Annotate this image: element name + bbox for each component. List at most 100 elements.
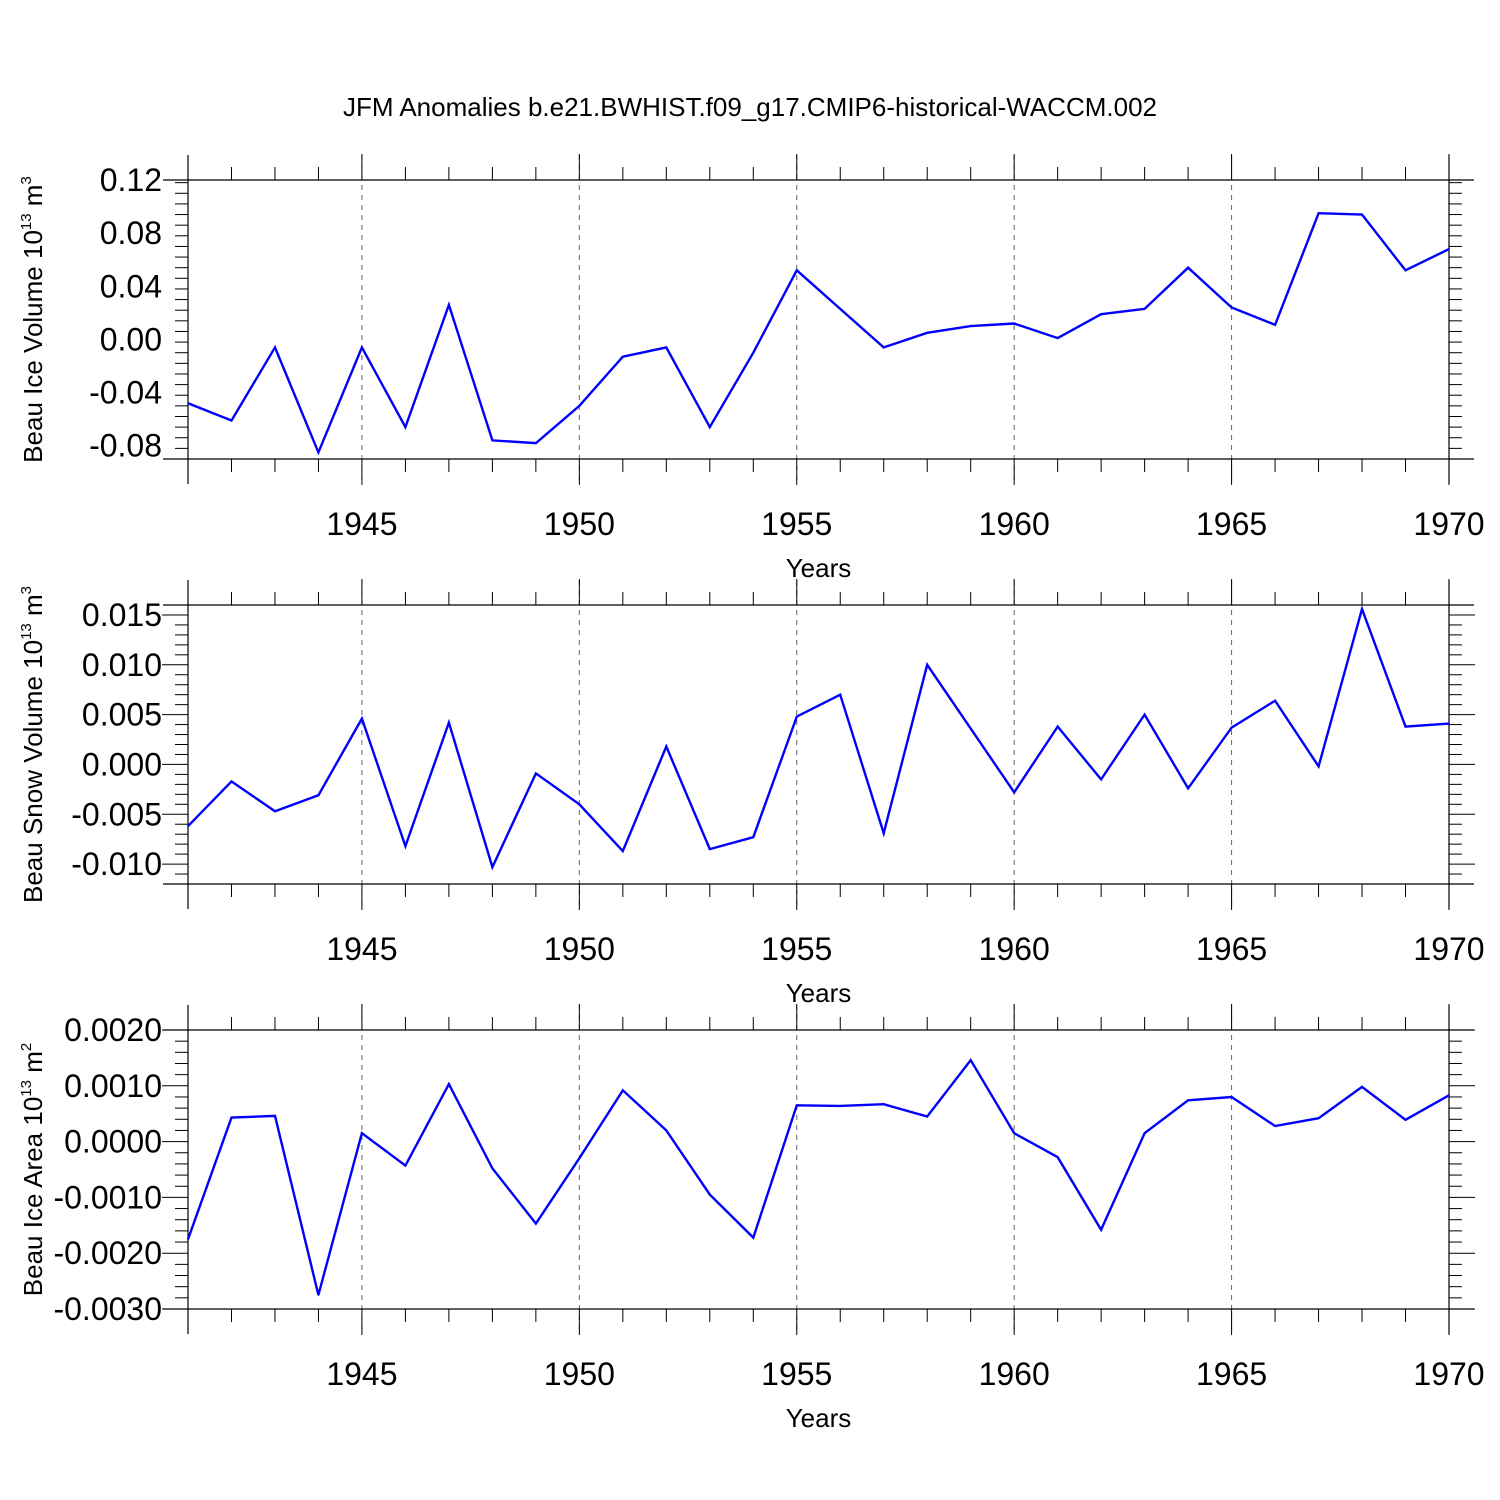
x-tick-label: 1945: [326, 931, 397, 967]
data-point: [752, 351, 755, 354]
y-tick-label: -0.0030: [53, 1291, 162, 1327]
data-point: [665, 745, 668, 748]
data-point: [1361, 1086, 1363, 1088]
y-tick-label: 0.005: [82, 697, 162, 733]
data-point: [665, 1129, 668, 1132]
data-point: [361, 346, 363, 349]
y-tick-label: 0.015: [82, 597, 162, 633]
data-point: [361, 717, 363, 720]
data-series-line: [186, 1057, 1450, 1296]
x-tick-label: 1970: [1413, 931, 1484, 967]
data-point: [448, 1083, 450, 1085]
data-point: [230, 780, 233, 783]
x-tick-label: 1965: [1196, 506, 1267, 542]
x-tick-label: 1945: [326, 1356, 397, 1392]
x-tick-label: 1950: [544, 506, 615, 542]
data-point: [1187, 266, 1189, 269]
x-tick-label: 1955: [761, 1356, 832, 1392]
data-point: [230, 419, 233, 422]
y-tick-label: -0.005: [71, 796, 162, 832]
x-tick-label: 1955: [761, 931, 832, 967]
data-point: [535, 442, 537, 444]
y-tick-label: -0.04: [89, 375, 162, 411]
data-point: [361, 1132, 363, 1135]
data-point: [1100, 1228, 1102, 1231]
chart-panels: -0.08 -0.04 0.00 0.04 0.08 0.12 1945 1950 1955 19…: [18, 154, 1485, 1433]
data-point: [1317, 765, 1320, 768]
data-point: [448, 721, 450, 724]
y-axis-title-exponent: 13: [18, 1080, 35, 1097]
data-point: [1056, 725, 1059, 728]
data-point: [317, 794, 320, 797]
data-point: [795, 715, 798, 718]
x-axis-title: Years: [786, 553, 852, 583]
data-point: [622, 355, 624, 358]
data-point: [1187, 1099, 1189, 1102]
y-tick-label: 0.0000: [64, 1124, 162, 1160]
data-point: [882, 1103, 885, 1106]
data-point: [1361, 213, 1363, 216]
y-axis-title-unit-exponent: 3: [18, 176, 35, 184]
data-point: [926, 1115, 929, 1118]
figure-title: JFM Anomalies b.e21.BWHIST.f09_g17.CMIP6…: [343, 92, 1157, 122]
data-point: [578, 1157, 581, 1160]
data-point: [1056, 337, 1059, 339]
data-point: [969, 325, 972, 327]
data-point: [1013, 322, 1015, 325]
y-axis-title-unit-exponent: 2: [18, 1043, 35, 1051]
y-tick-label: 0.000: [82, 746, 162, 782]
y-axis-title-exponent: 13: [18, 213, 35, 230]
y-tick-label: -0.010: [71, 846, 162, 882]
data-point: [1361, 608, 1363, 610]
data-point: [535, 772, 537, 775]
data-point: [969, 727, 972, 730]
y-axis-title-unit-exponent: 3: [18, 586, 35, 594]
data-point: [491, 1167, 494, 1170]
x-axis-title: Years: [786, 1403, 852, 1433]
data-point: [1274, 324, 1276, 326]
y-tick-label: 0.00: [100, 321, 162, 357]
data-point: [795, 269, 798, 272]
chart-panel-3: -0.0030 -0.0020 -0.0010 0.0000 0.0010 0.0020 1…: [18, 1004, 1485, 1433]
data-point: [187, 1238, 189, 1241]
data-point: [1143, 1132, 1146, 1135]
y-axis-title-unit: m: [18, 594, 48, 623]
x-tick-label: 1965: [1196, 931, 1267, 967]
data-point: [187, 825, 189, 828]
chart-panel-2: -0.010 -0.005 0.000 0.005 0.010 0.015 1945 1950…: [18, 579, 1485, 1008]
x-tick-label: 1955: [761, 506, 832, 542]
x-axis-title: Years: [786, 978, 852, 1008]
x-tick-label: 1960: [979, 506, 1050, 542]
data-point: [882, 346, 885, 349]
y-axis-title-exponent: 13: [18, 623, 35, 640]
data-point: [491, 439, 494, 442]
data-point: [969, 1059, 972, 1061]
x-tick-label: 1970: [1413, 506, 1484, 542]
x-tick-label: 1950: [544, 1356, 615, 1392]
data-point: [1404, 1119, 1407, 1121]
x-tick-label: 1965: [1196, 1356, 1267, 1392]
data-point: [578, 803, 581, 806]
data-point: [1230, 1096, 1233, 1098]
data-point: [1013, 791, 1015, 794]
y-axis-title: Beau Ice Volume 1013 m3: [18, 176, 48, 463]
y-tick-label: 0.010: [82, 647, 162, 683]
data-point: [317, 451, 320, 454]
data-point: [404, 426, 407, 428]
data-series-line: [187, 605, 1450, 871]
data-point: [1448, 1094, 1450, 1097]
data-point: [795, 1104, 798, 1107]
x-tick-label: 1960: [979, 931, 1050, 967]
chart-panel-1: -0.08 -0.04 0.00 0.04 0.08 0.12 1945 1950 1955 19…: [18, 154, 1485, 583]
data-point: [1143, 713, 1146, 716]
data-point: [752, 836, 755, 838]
data-point: [839, 308, 842, 310]
data-point: [1317, 1117, 1320, 1119]
data-point: [1143, 308, 1146, 310]
data-point: [578, 405, 581, 407]
data-point: [1448, 248, 1450, 250]
data-point: [404, 1164, 407, 1167]
y-axis-title-text: Beau Ice Area 10: [18, 1097, 48, 1296]
data-point: [1404, 725, 1407, 728]
